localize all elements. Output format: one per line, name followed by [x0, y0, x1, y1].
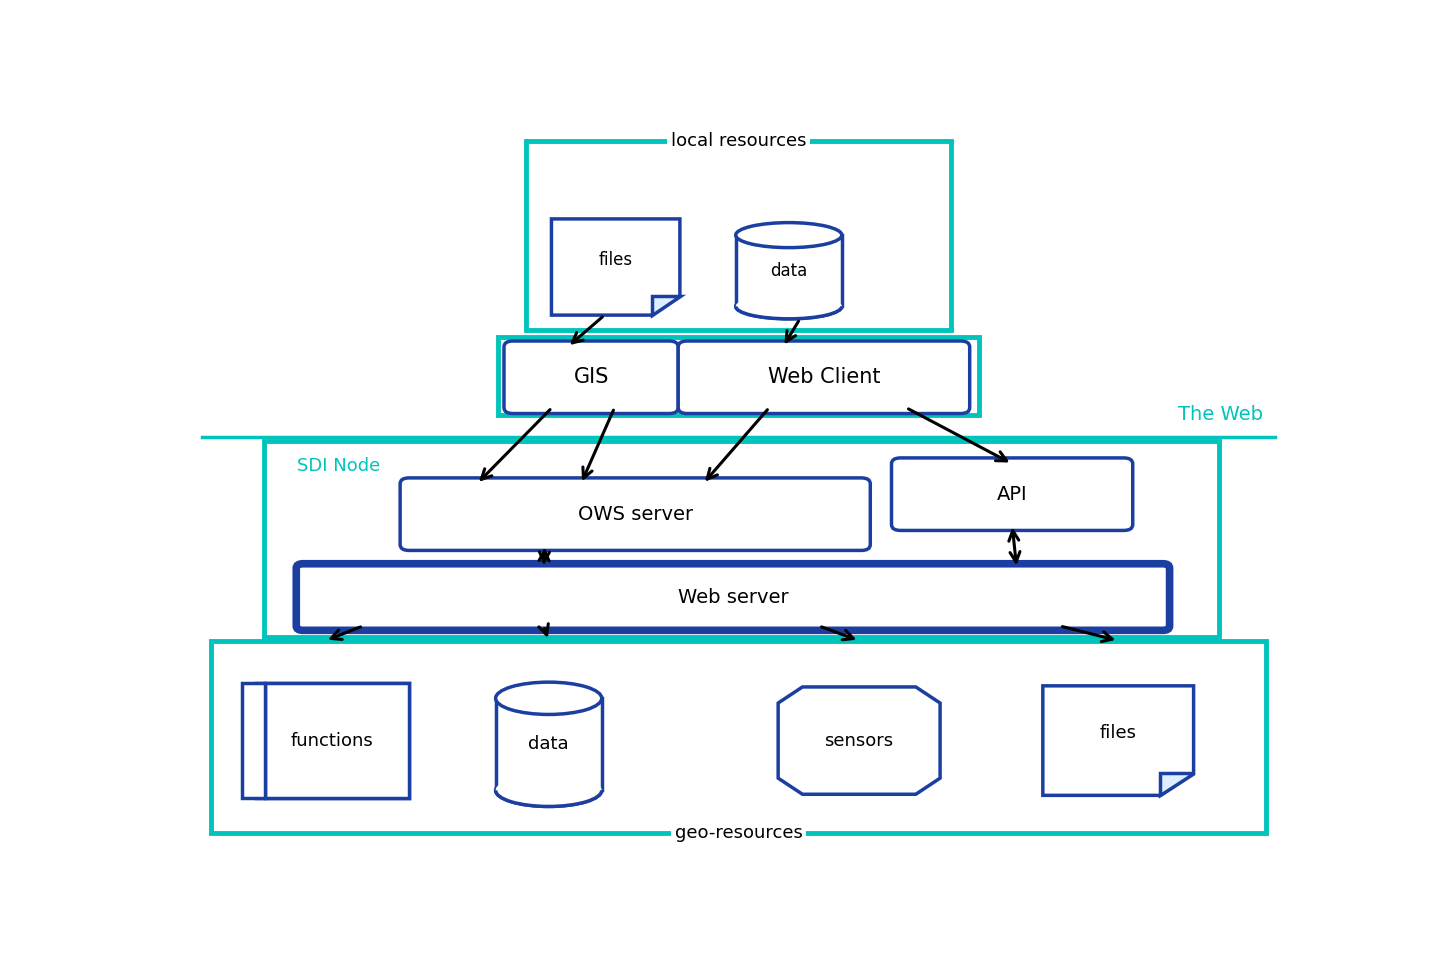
Polygon shape: [552, 219, 680, 315]
Ellipse shape: [736, 294, 842, 319]
Text: data: data: [529, 735, 569, 753]
Polygon shape: [778, 687, 940, 794]
Ellipse shape: [496, 775, 602, 806]
FancyBboxPatch shape: [892, 458, 1133, 530]
Ellipse shape: [496, 682, 602, 714]
Bar: [212, 641, 1265, 833]
FancyBboxPatch shape: [679, 341, 970, 413]
Polygon shape: [1043, 686, 1193, 796]
Text: files: files: [1099, 725, 1137, 742]
Ellipse shape: [736, 223, 842, 248]
FancyBboxPatch shape: [401, 478, 870, 551]
Bar: [736, 235, 842, 307]
Ellipse shape: [736, 294, 842, 319]
Polygon shape: [1160, 774, 1193, 796]
Text: API: API: [997, 484, 1027, 504]
Text: GIS: GIS: [574, 367, 608, 387]
Text: Web Client: Web Client: [768, 367, 880, 387]
Text: OWS server: OWS server: [578, 505, 693, 524]
Text: Web server: Web server: [677, 587, 788, 606]
Text: data: data: [769, 261, 807, 280]
Text: functions: functions: [291, 731, 373, 750]
Bar: [255, 683, 409, 798]
Bar: [264, 441, 1219, 637]
Bar: [265, 683, 409, 798]
Polygon shape: [651, 296, 680, 315]
Text: local resources: local resources: [670, 133, 807, 150]
Text: sensors: sensors: [824, 731, 893, 750]
Text: SDI Node: SDI Node: [297, 457, 380, 475]
Bar: [242, 683, 265, 798]
Bar: [496, 699, 602, 790]
FancyBboxPatch shape: [504, 341, 679, 413]
Text: geo-resources: geo-resources: [674, 825, 803, 842]
Ellipse shape: [496, 775, 602, 806]
FancyBboxPatch shape: [297, 564, 1170, 630]
Text: files: files: [598, 251, 633, 269]
Bar: [526, 141, 951, 330]
Text: The Web: The Web: [1179, 405, 1264, 424]
Bar: [499, 337, 978, 415]
